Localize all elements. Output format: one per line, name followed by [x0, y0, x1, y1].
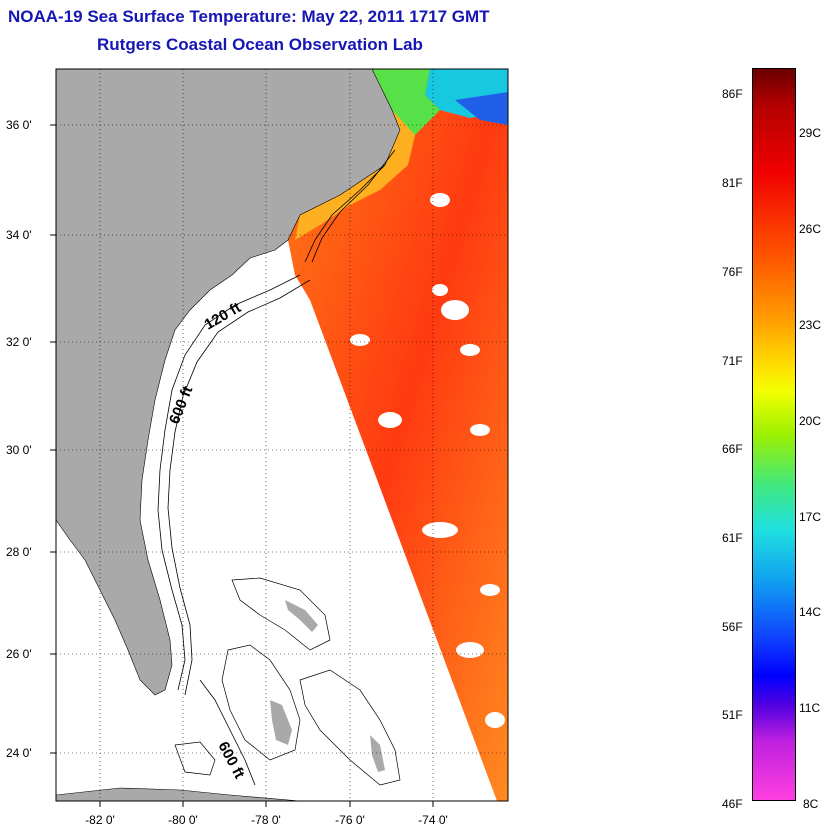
land-mainland	[56, 69, 401, 696]
temperature-colorbar	[752, 68, 796, 801]
lat-label: 30 0'	[6, 443, 32, 457]
colorbar-f-label: 46F	[722, 797, 743, 811]
plot-frame	[55, 68, 509, 802]
colorbar-f-label: 61F	[722, 531, 743, 545]
coastal-warm-band	[295, 110, 415, 240]
lon-label: -74 0'	[418, 813, 448, 827]
colorbar-f-label: 56F	[722, 620, 743, 634]
colorbar-f-label: 81F	[722, 176, 743, 190]
colorbar-c-label: 14C	[799, 605, 822, 619]
colorbar-c-label: 11C	[799, 701, 821, 715]
colorbar-f-label: 76F	[722, 265, 743, 279]
colorbar-c-label: 17C	[799, 510, 822, 524]
cool-patch	[455, 92, 508, 125]
lon-label: -82 0'	[85, 813, 115, 827]
bahamas-islands	[270, 600, 385, 772]
axis-ticks	[50, 124, 434, 807]
lat-label: 24 0'	[6, 746, 32, 760]
land-cuba	[56, 787, 301, 801]
lon-label: -78 0'	[251, 813, 281, 827]
lat-label: 28 0'	[6, 545, 32, 559]
lon-label: -80 0'	[168, 813, 198, 827]
colorbar-c-label: 29C	[799, 126, 822, 140]
depth-contours	[157, 149, 396, 786]
colorbar-c-label: 8C	[803, 797, 819, 811]
map-subtitle: Rutgers Coastal Ocean Observation Lab	[97, 35, 423, 54]
bahamas-banks	[174, 577, 401, 786]
colorbar-c-label: 23C	[799, 318, 822, 332]
colorbar-c-label: 20C	[799, 414, 822, 428]
lat-label: 26 0'	[6, 647, 32, 661]
map-title: NOAA-19 Sea Surface Temperature: May 22,…	[8, 7, 490, 26]
sst-swath	[288, 69, 508, 801]
lat-label: 36 0'	[6, 118, 32, 132]
colorbar-f-label: 86F	[722, 87, 743, 101]
lat-label: 32 0'	[6, 335, 32, 349]
lat-label: 34 0'	[6, 228, 32, 242]
lon-label: -76 0'	[335, 813, 365, 827]
green-shelf-water	[372, 69, 440, 140]
colorbar-c-label: 26C	[799, 222, 822, 236]
colorbar-f-label: 71F	[722, 354, 743, 368]
colorbar-f-label: 51F	[722, 708, 743, 722]
graticule	[56, 69, 508, 801]
colorbar-f-label: 66F	[722, 442, 743, 456]
